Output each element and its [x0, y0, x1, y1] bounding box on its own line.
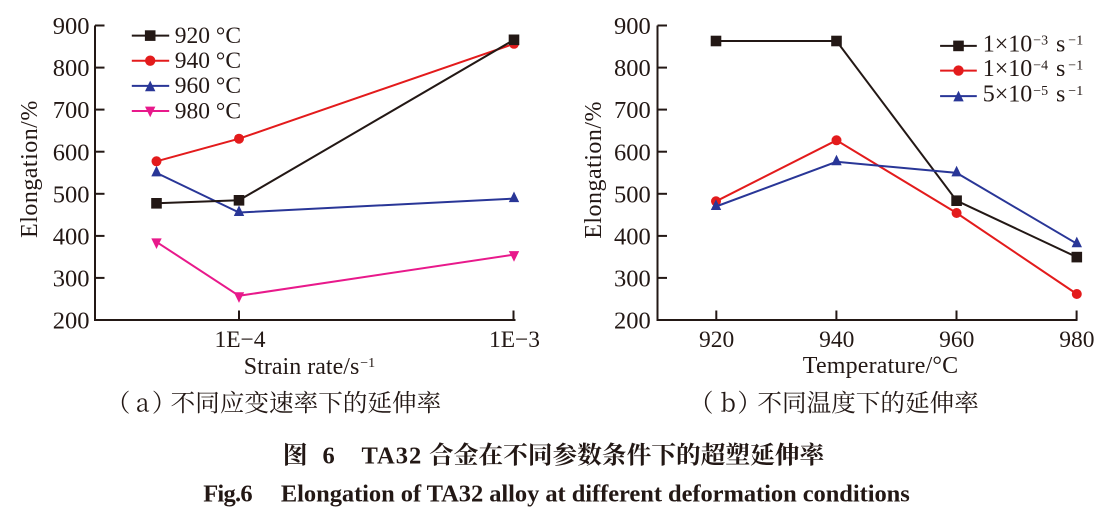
svg-text:Temperature/°C: Temperature/°C	[803, 353, 958, 379]
svg-text:s: s	[1056, 82, 1065, 108]
svg-text:Elongation/%: Elongation/%	[581, 101, 607, 238]
svg-text:−1: −1	[1068, 84, 1083, 99]
svg-text:−1: −1	[360, 356, 375, 371]
svg-text:900: 900	[53, 13, 90, 40]
svg-text:500: 500	[53, 181, 90, 208]
svg-text:6: 6	[323, 443, 335, 470]
svg-text:980 °C: 980 °C	[175, 98, 241, 124]
svg-text:940: 940	[819, 327, 854, 353]
svg-text:700: 700	[53, 97, 90, 124]
svg-text:300: 300	[53, 266, 90, 293]
svg-text:800: 800	[614, 55, 651, 82]
svg-text:1×10: 1×10	[983, 56, 1033, 82]
svg-text:TA32: TA32	[362, 443, 422, 470]
svg-text:980: 980	[1059, 327, 1094, 353]
svg-text:960 °C: 960 °C	[175, 73, 241, 99]
svg-text:1E−4: 1E−4	[214, 327, 265, 353]
svg-text:5×10: 5×10	[983, 82, 1033, 108]
svg-text:500: 500	[614, 181, 651, 208]
svg-text:600: 600	[53, 139, 90, 166]
svg-text:s: s	[1056, 32, 1065, 58]
svg-text:400: 400	[614, 223, 651, 250]
svg-text:200: 200	[614, 308, 651, 335]
svg-text:−1: −1	[1068, 34, 1083, 49]
svg-text:900: 900	[614, 13, 651, 40]
svg-text:920 °C: 920 °C	[175, 23, 241, 49]
svg-text:s: s	[1056, 56, 1065, 82]
svg-text:Strain rate/s: Strain rate/s	[244, 354, 359, 380]
svg-text:Elongation/%: Elongation/%	[17, 101, 43, 238]
svg-text:Fig.6: Fig.6	[203, 481, 252, 508]
svg-text:700: 700	[614, 97, 651, 124]
svg-text:920: 920	[699, 327, 734, 353]
svg-text:200: 200	[53, 308, 90, 335]
svg-text:940 °C: 940 °C	[175, 48, 241, 74]
svg-text:960: 960	[939, 327, 974, 353]
svg-text:600: 600	[614, 139, 651, 166]
svg-text:Elongation of TA32 alloy at di: Elongation of TA32 alloy at different de…	[281, 481, 910, 508]
svg-text:1E−3: 1E−3	[489, 327, 540, 353]
svg-text:300: 300	[614, 266, 651, 293]
svg-text:800: 800	[53, 55, 90, 82]
svg-text:−1: −1	[1068, 58, 1083, 73]
svg-text:400: 400	[53, 223, 90, 250]
svg-text:−5: −5	[1033, 84, 1048, 99]
svg-text:−4: −4	[1033, 58, 1048, 73]
svg-text:1×10: 1×10	[983, 32, 1033, 58]
svg-text:−3: −3	[1033, 34, 1048, 49]
